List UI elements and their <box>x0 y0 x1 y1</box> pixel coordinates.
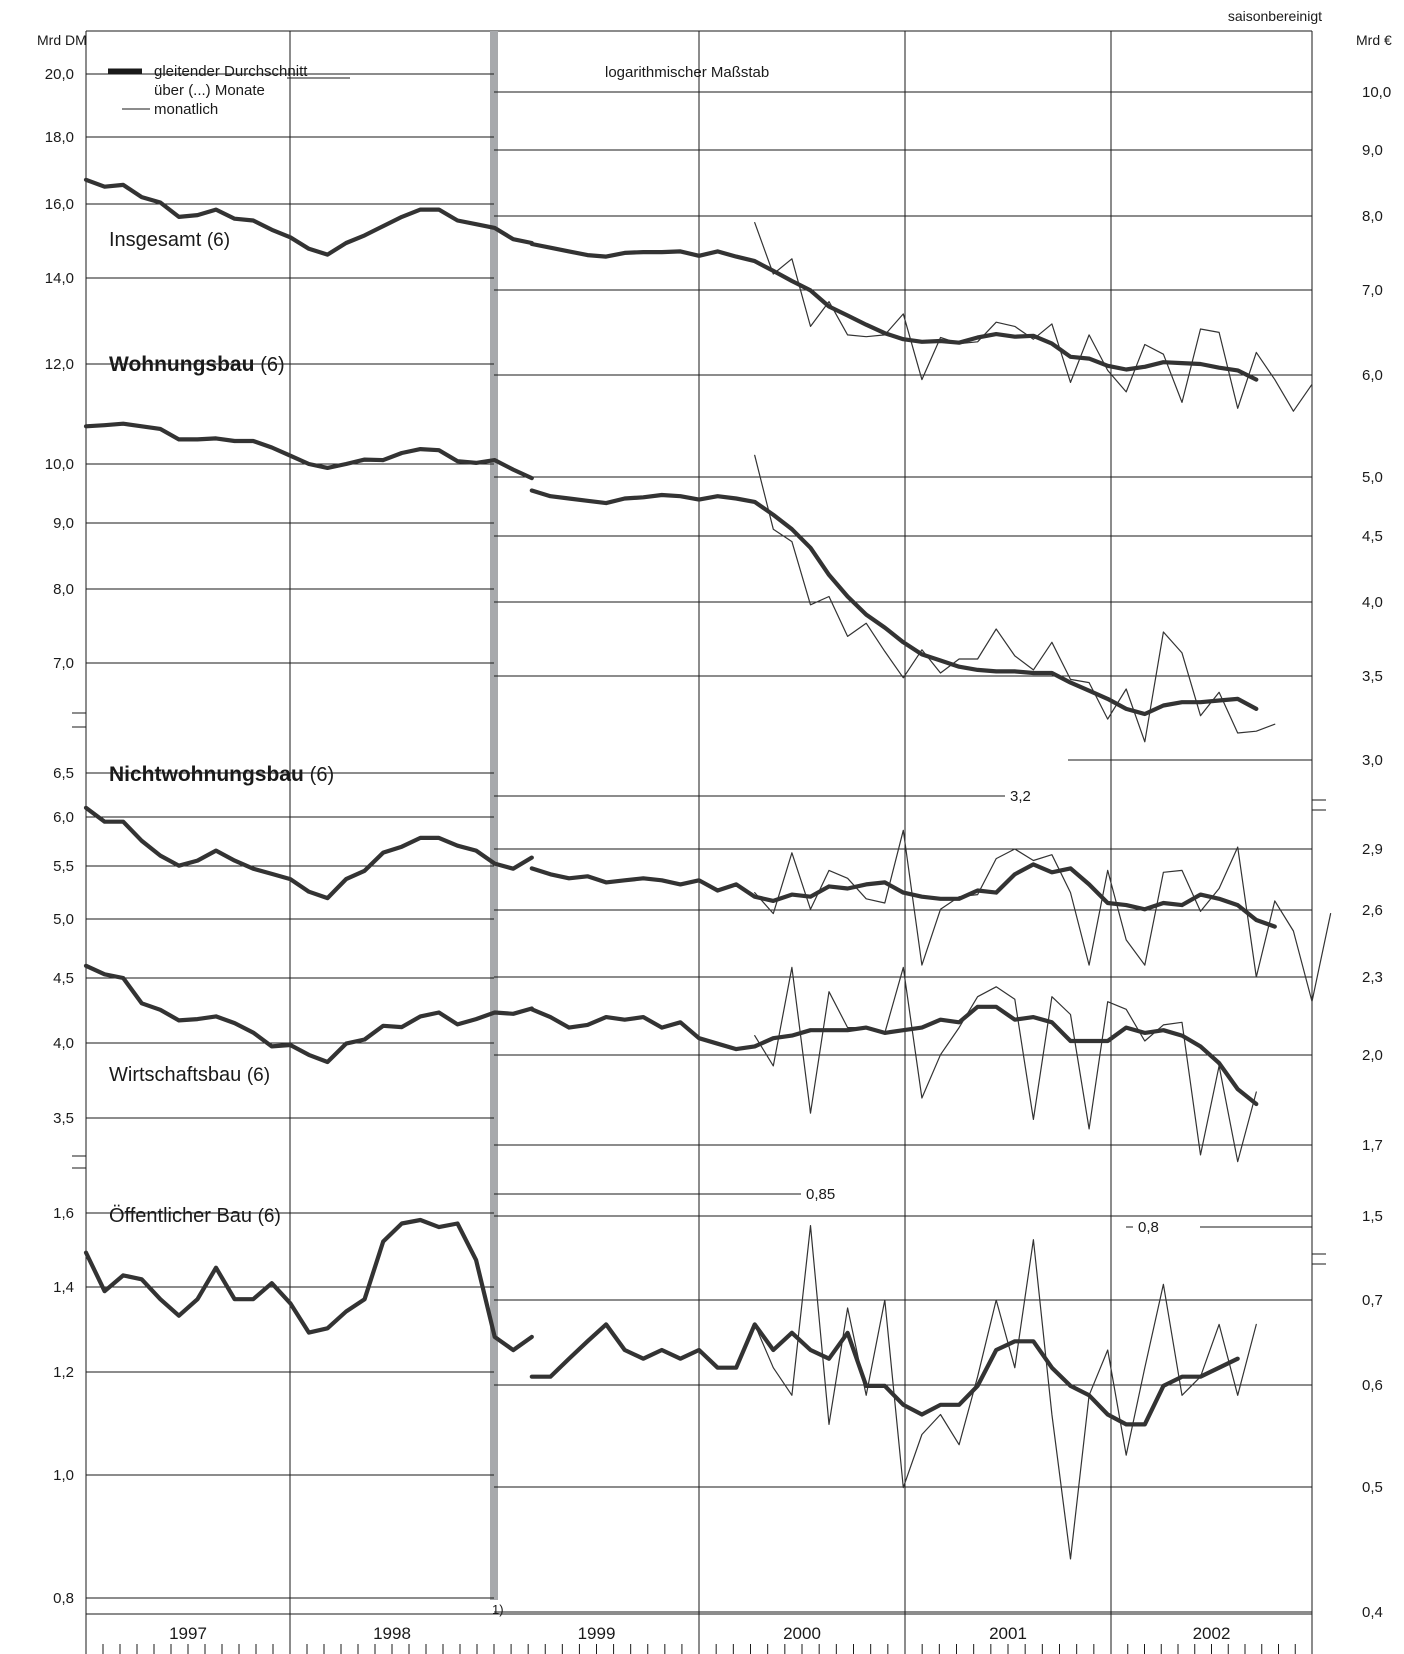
right-tick-label: 3,0 <box>1362 752 1383 769</box>
right-tick-label: 0,7 <box>1362 1292 1383 1309</box>
left-tick-label: 6,5 <box>53 765 74 782</box>
left-tick-label: 3,5 <box>53 1110 74 1127</box>
left-tick-label: 10,0 <box>45 456 74 473</box>
series-moving-average-eur <box>529 862 1277 929</box>
series-monthly <box>754 1225 1257 1560</box>
left-tick-label: 12,0 <box>45 356 74 373</box>
right-tick-label: 7,0 <box>1362 282 1383 299</box>
series-moving-average-dm <box>83 421 534 481</box>
series-monthly <box>754 829 1332 1003</box>
x-year-label: 2001 <box>989 1624 1027 1643</box>
series-moving-average-eur <box>529 241 1259 382</box>
left-tick-label: 8,0 <box>53 581 74 598</box>
right-tick-label: 3,5 <box>1362 668 1383 685</box>
x-year-label: 1999 <box>578 1624 616 1643</box>
right-tick-label: 9,0 <box>1362 142 1383 159</box>
series-moving-average-dm <box>83 1217 534 1353</box>
right-tick-label: 2,6 <box>1362 902 1383 919</box>
legend: gleitender Durchschnitt über (...) Monat… <box>108 63 350 118</box>
series-moving-average-eur <box>529 488 1259 717</box>
right-tick-label: 4,0 <box>1362 594 1383 611</box>
left-tick-label: 16,0 <box>45 196 74 213</box>
footnote-marker: 1) <box>492 1602 504 1617</box>
right-tick-label: 2,3 <box>1362 969 1383 986</box>
right-tick-label: 1,7 <box>1362 1137 1383 1154</box>
right-tick-label: 2,9 <box>1362 841 1383 858</box>
left-tick-label: 1,2 <box>53 1364 74 1381</box>
panel-title-insgesamt: Insgesamt (6) <box>109 229 230 251</box>
scale-note: logarithmischer Maßstab <box>605 64 769 81</box>
series-moving-average-dm <box>83 177 534 257</box>
x-year-label: 1998 <box>373 1624 411 1643</box>
legend-moving-average-label-line2: über (...) Monate <box>154 82 265 99</box>
left-tick-label: 9,0 <box>53 515 74 532</box>
annotation-0-85: 0,85 <box>806 1186 835 1203</box>
left-unit-label: Mrd DM <box>37 32 87 48</box>
axis-break <box>1312 799 1326 811</box>
series-monthly <box>754 966 1257 1163</box>
right-tick-label: 6,0 <box>1362 367 1383 384</box>
right-tick-label: 2,0 <box>1362 1047 1383 1064</box>
left-tick-label: 1,0 <box>53 1467 74 1484</box>
tick-labels: 20,0 18,0 16,0 14,0 12,0 10,0 9,0 8,0 7,0 6,5 6,0 5… <box>45 66 1391 1621</box>
x-year-label: 2002 <box>1193 1624 1231 1643</box>
seasonal-note: saisonbereinigt <box>1228 8 1322 24</box>
left-tick-label: 1,4 <box>53 1279 74 1296</box>
left-tick-label: 4,5 <box>53 970 74 987</box>
panel-titles: Insgesamt (6) Wohnungsbau (6) Nichtwohnu… <box>109 229 334 1227</box>
x-year-label: 1997 <box>169 1624 207 1643</box>
x-axis-years: 1997 1998 1999 2000 2001 2002 <box>85 1624 1313 1654</box>
right-tick-label: 0,4 <box>1362 1604 1383 1621</box>
series-moving-average-dm <box>83 963 534 1065</box>
series-moving-average-eur <box>529 1004 1259 1107</box>
panel-title-wirtschaftsbau: Wirtschaftsbau (6) <box>109 1064 270 1086</box>
right-tick-label: 0,6 <box>1362 1377 1383 1394</box>
left-tick-label: 18,0 <box>45 129 74 146</box>
panel-title-oeffentlicher-bau: Öffentlicher Bau (6) <box>109 1205 281 1227</box>
right-tick-label: 10,0 <box>1362 84 1391 101</box>
series-moving-average-eur <box>529 1322 1240 1427</box>
panel-title-nichtwohnungsbau: Nichtwohnungsbau (6) <box>109 763 334 786</box>
left-tick-label: 1,6 <box>53 1205 74 1222</box>
axis-break <box>72 712 86 728</box>
series-moving-average-dm <box>83 805 534 901</box>
annotation-0-8: 0,8 <box>1138 1219 1159 1236</box>
x-year-label: 2000 <box>783 1624 821 1643</box>
right-tick-label: 1,5 <box>1362 1208 1383 1225</box>
axis-break <box>72 1155 86 1169</box>
legend-moving-average-label-line1: gleitender Durchschnitt <box>154 63 308 80</box>
axis-break <box>1312 1253 1326 1265</box>
left-tick-label: 20,0 <box>45 66 74 83</box>
grid-lines <box>72 30 1326 1654</box>
right-tick-label: 8,0 <box>1362 208 1383 225</box>
left-tick-label: 5,5 <box>53 858 74 875</box>
series-lines <box>83 177 1332 1560</box>
left-tick-label: 4,0 <box>53 1035 74 1052</box>
left-tick-label: 5,0 <box>53 911 74 928</box>
annotation-3-2: 3,2 <box>1010 788 1031 805</box>
left-tick-label: 14,0 <box>45 270 74 287</box>
panel-title-wohnungsbau: Wohnungsbau (6) <box>109 353 285 376</box>
right-tick-label: 0,5 <box>1362 1479 1383 1496</box>
series-monthly <box>754 222 1313 412</box>
right-tick-label: 5,0 <box>1362 469 1383 486</box>
right-tick-label: 4,5 <box>1362 528 1383 545</box>
left-tick-label: 0,8 <box>53 1590 74 1607</box>
right-unit-label: Mrd € <box>1356 32 1392 48</box>
legend-monthly-label: monatlich <box>154 101 218 118</box>
left-tick-label: 7,0 <box>53 655 74 672</box>
series-monthly <box>754 454 1276 743</box>
left-tick-label: 6,0 <box>53 809 74 826</box>
text-labels: Mrd DM Mrd € saisonbereinigt logarithmis… <box>37 8 1392 1617</box>
